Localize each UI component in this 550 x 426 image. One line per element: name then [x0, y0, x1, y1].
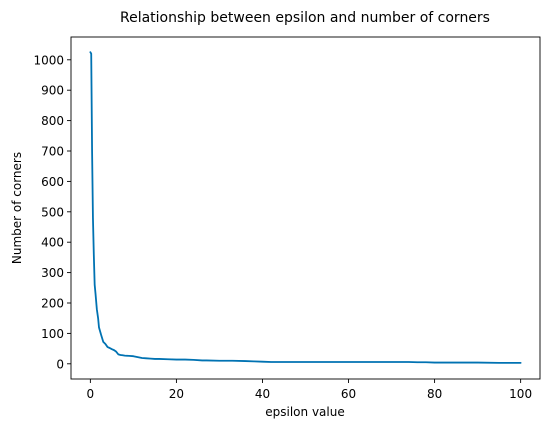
x-tick-label: 80 [427, 387, 442, 401]
y-tick-label: 0 [56, 357, 64, 371]
y-axis-label: Number of corners [10, 152, 24, 264]
y-tick-label: 100 [41, 327, 64, 341]
x-tick-label: 20 [169, 387, 184, 401]
y-tick-label: 1000 [33, 53, 64, 67]
y-tick-label: 700 [41, 145, 64, 159]
y-tick-label: 600 [41, 175, 64, 189]
y-tick-label: 200 [41, 297, 64, 311]
y-tick-label: 800 [41, 114, 64, 128]
ticks-layer: 0 20 40 60 80 1000100200300400500600700800900… [33, 53, 532, 401]
x-tick-label: 60 [341, 387, 356, 401]
x-axis-label: epsilon value [265, 405, 344, 419]
series-layer [89, 51, 522, 364]
plot-frame [70, 36, 541, 380]
y-tick-label: 500 [41, 205, 64, 219]
x-tick-label: 0 [87, 387, 95, 401]
y-tick-label: 300 [41, 266, 64, 280]
y-tick-label: 900 [41, 84, 64, 98]
x-tick-label: 100 [509, 387, 532, 401]
x-tick-label: 40 [255, 387, 270, 401]
y-tick-label: 400 [41, 236, 64, 250]
series-line [89, 51, 522, 364]
chart-title: Relationship between epsilon and number … [120, 10, 490, 26]
